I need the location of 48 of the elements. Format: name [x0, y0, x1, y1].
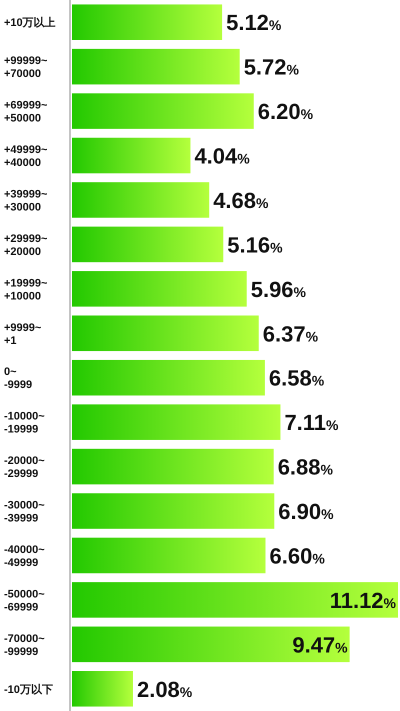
bar [72, 671, 133, 707]
y-tick-label: +19999~ +10000 [4, 277, 48, 302]
data-label: 6.60% [269, 543, 326, 568]
y-tick-label: -20000~ -29999 [4, 455, 46, 480]
y-tick-label: +99999~ +70000 [4, 55, 48, 80]
data-label: 11.12% [330, 588, 397, 613]
bar [72, 4, 222, 40]
y-tick-label: -50000~ -69999 [4, 588, 46, 614]
bar [72, 538, 266, 574]
y-tick-label: +9999~ +1 [4, 322, 42, 347]
bar [72, 138, 190, 174]
y-tick-label: +39999~ +30000 [4, 188, 48, 214]
bar [72, 48, 240, 84]
bar [72, 226, 224, 262]
data-label: 6.58% [268, 366, 325, 391]
data-label: 9.47% [292, 632, 348, 658]
data-label: 4.68% [213, 188, 270, 213]
data-label: 5.72% [244, 54, 300, 80]
bar [72, 93, 254, 129]
y-tick-label: +49999~ +40000 [4, 144, 48, 170]
data-label: 6.88% [278, 454, 334, 480]
y-tick-label: +10万以上 [4, 16, 56, 30]
y-tick-label: -40000~ -49999 [4, 544, 46, 569]
data-label: 2.08% [136, 676, 193, 702]
bar [72, 582, 398, 618]
bar [72, 271, 247, 307]
bar [72, 404, 280, 440]
y-tick-label: -30000~ -39999 [4, 500, 46, 525]
y-tick-label: 0~ -9999 [4, 366, 32, 392]
y-tick-label: +29999~ +20000 [4, 232, 48, 258]
data-label: 5.12% [226, 10, 282, 36]
bar [72, 182, 210, 218]
bar [72, 493, 274, 529]
bar [72, 360, 265, 396]
data-label: 5.16% [227, 232, 284, 258]
bar [72, 626, 350, 662]
data-label: 4.04% [194, 144, 250, 169]
data-label: 5.96% [250, 276, 307, 302]
y-tick-label: +69999~ +50000 [4, 100, 48, 125]
bar [72, 448, 274, 484]
data-label: 7.11% [284, 410, 340, 436]
data-label: 6.90% [278, 499, 334, 524]
data-label: 6.37% [262, 321, 319, 346]
y-tick-label: -10万以下 [4, 682, 53, 696]
data-label: 6.20% [258, 99, 314, 124]
y-tick-label: -10000~ -19999 [4, 410, 46, 436]
bar [72, 316, 259, 352]
y-tick-label: -70000~ -99999 [4, 632, 46, 658]
